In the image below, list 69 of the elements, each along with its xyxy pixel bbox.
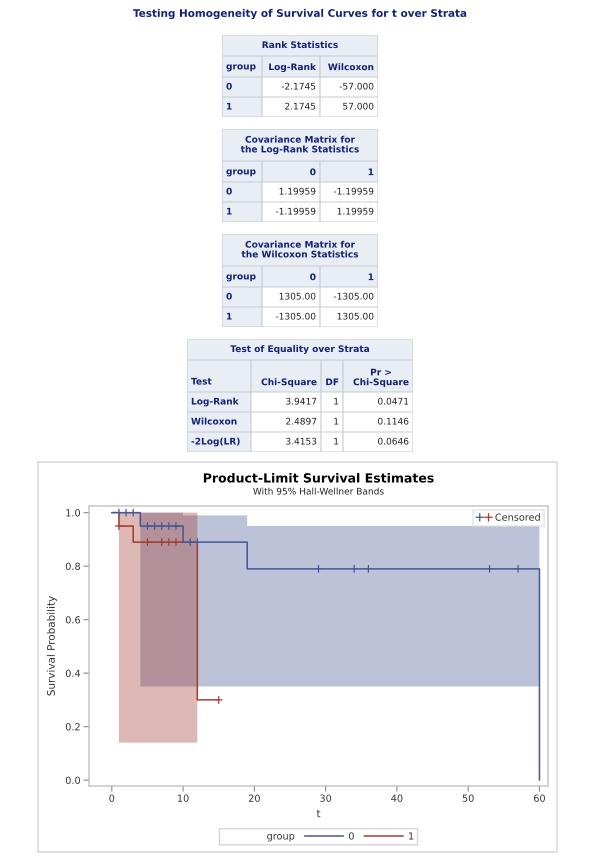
category-label: 1 [368,274,374,280]
text: -1305.00 [276,312,316,320]
x-tick-label: 60 [534,794,545,802]
category-label: 0 [310,168,316,176]
text: 0 [226,188,232,195]
x-tick-label: 10 [178,794,189,802]
text: 57.000 [343,102,374,110]
category-label: DF [326,378,338,386]
text: Testing Homogeneity of Survival Curves for t over Strata [133,8,466,20]
text: Log-Rank [192,398,239,406]
legend-title: group [267,834,294,842]
y-tick-label: 0.8 [66,562,80,570]
x-tick-label: 0 [109,794,114,802]
text: 1305.00 [338,312,374,320]
text: -57.000 [340,82,374,90]
y-tick-label: 0.6 [66,616,80,624]
text: -2Log(LR) [191,438,240,446]
category-label: group [226,64,256,72]
text: 1 [227,208,232,214]
y-tick-label: 0.2 [66,723,80,730]
text: 2.4897 [286,418,316,425]
category-label: Pr > Chi-Square [354,368,409,387]
text: -2.1745 [282,82,316,90]
legend-label: 1 [409,832,414,840]
text: 1 [334,398,338,404]
x-tick-label: 40 [391,794,402,802]
y-tick-label: 0.4 [66,670,80,677]
category-label: Log-Rank [269,63,316,72]
category-label: Chi-Square [262,378,317,387]
text: -1305.00 [334,292,374,300]
text: 1.19959 [280,188,316,195]
chart-title: Product-Limit Survival Estimates [204,472,434,483]
text: Rank Statistics [262,41,338,48]
x-axis-title: t [316,810,320,818]
text: -1.19959 [276,208,316,215]
chart-subtitle: With 95% Hall-Wellner Bands [253,488,384,495]
text: Test of Equality over Strata [230,345,370,354]
y-tick-label: 1.0 [66,509,80,517]
x-tick-label: 50 [462,794,474,802]
category-label: group [226,169,256,176]
x-tick-label: 20 [248,794,260,802]
x-tick-label: 30 [320,794,332,802]
category-label: Test [191,378,212,385]
text: Covariance Matrix for the Log-Rank Statistics [240,136,359,154]
category-label: 0 [310,273,316,280]
category-label: 0 [226,292,232,300]
legend-label: 0 [348,832,354,840]
y-axis-title: Survival Probability [46,596,57,696]
legend-label: Censored [495,513,540,521]
text: 3.9417 [286,398,316,405]
category-label: group [226,274,256,282]
text: 1305.00 [280,292,316,300]
text: 0.1146 [378,418,408,425]
text: -1.19959 [334,188,374,195]
text: 0.0471 [378,398,408,405]
text: Covariance Matrix for the Wilcoxon Statistics [242,240,358,258]
text: 1 [334,438,338,444]
category-label: 1 [227,312,232,320]
category-label: 1 [227,102,232,110]
category-label: Wilcoxon [328,63,374,70]
text: 0.0646 [378,438,408,445]
category-label: 1 [368,168,374,176]
text: Wilcoxon [191,418,236,425]
text: 3.4153 [286,438,316,445]
text: 2.1745 [285,102,316,110]
y-tick-label: 0.0 [66,776,80,784]
text: 1.19959 [338,208,374,215]
text: 1 [334,418,338,424]
category-label: 0 [226,82,232,90]
